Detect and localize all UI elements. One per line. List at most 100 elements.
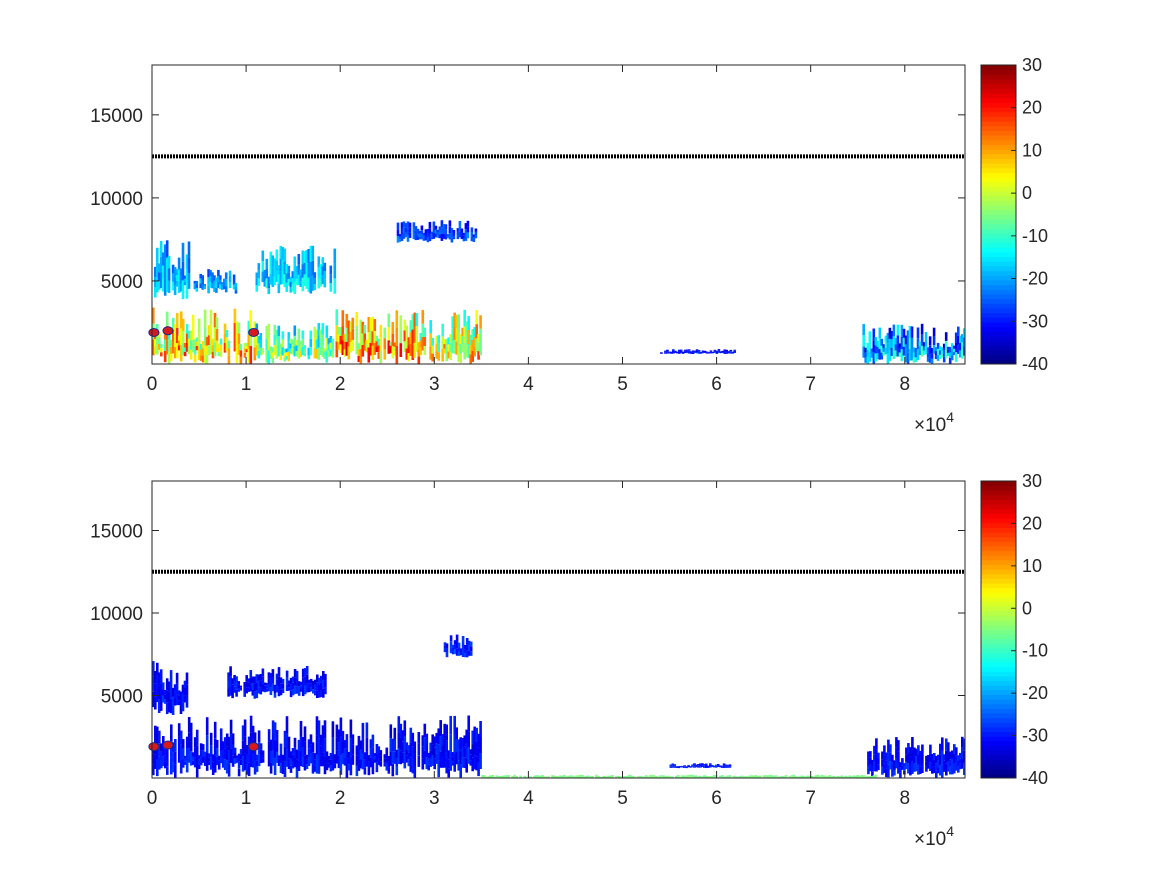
colorbar-step xyxy=(981,256,1016,262)
colorbar-tick-label: -30 xyxy=(1022,726,1048,746)
heat-cell xyxy=(295,339,299,346)
heat-cell xyxy=(322,688,325,698)
heat-cell xyxy=(959,758,962,764)
heat-cell xyxy=(828,776,832,778)
heat-cell xyxy=(487,776,490,778)
heat-cell xyxy=(729,351,733,353)
colorbar-step xyxy=(981,223,1016,230)
heat-cell xyxy=(402,227,406,233)
heat-cell xyxy=(396,222,400,230)
heat-cell xyxy=(924,332,928,340)
x-exponent-power: 4 xyxy=(946,409,954,425)
heat-cell xyxy=(440,220,444,228)
heat-cell xyxy=(195,284,199,289)
heat-cell xyxy=(691,764,694,766)
heat-cell xyxy=(477,762,480,777)
colorbar-frame xyxy=(980,64,1017,365)
heat-cell xyxy=(329,759,333,766)
heat-cell xyxy=(331,737,335,755)
colorbar-step xyxy=(981,481,1016,487)
heat-cell xyxy=(680,775,684,777)
heat-cell xyxy=(375,762,379,773)
heat-cell xyxy=(399,315,403,330)
heat-cell xyxy=(762,776,766,778)
heat-cell xyxy=(175,275,179,281)
heat-cell xyxy=(937,754,940,761)
heat-cell xyxy=(446,234,450,236)
heat-cell xyxy=(453,312,456,327)
colorbar-tick-label: 10 xyxy=(1022,556,1042,576)
heat-cell xyxy=(727,351,731,352)
heat-cell xyxy=(269,346,273,351)
heat-cell xyxy=(297,690,301,696)
heat-cell xyxy=(447,351,450,359)
heat-cell xyxy=(329,349,333,357)
heat-cell xyxy=(181,684,185,694)
heat-cell xyxy=(377,338,381,346)
heat-cell xyxy=(235,757,239,761)
heat-cell xyxy=(295,266,299,273)
heat-cell xyxy=(283,348,287,354)
heat-cell xyxy=(156,662,159,676)
heat-cell xyxy=(234,283,238,287)
heat-cell xyxy=(459,353,462,363)
heat-cell xyxy=(727,351,731,353)
heat-cell xyxy=(870,351,874,355)
heat-cell xyxy=(868,351,872,362)
heat-cell xyxy=(207,753,211,758)
heat-cell xyxy=(723,352,727,354)
heat-cell xyxy=(297,686,301,691)
heat-cell xyxy=(211,761,215,769)
colorbar-step xyxy=(981,97,1016,103)
heat-cell xyxy=(464,235,468,241)
heat-cell xyxy=(963,750,965,763)
heat-cell xyxy=(303,676,307,686)
heat-cell xyxy=(647,776,650,778)
heat-cell xyxy=(367,755,371,762)
heat-cell xyxy=(611,775,614,776)
heat-cell xyxy=(748,775,752,777)
heat-cell xyxy=(287,683,291,688)
heat-cell xyxy=(269,673,273,681)
heat-cell xyxy=(299,688,303,692)
heat-cell xyxy=(401,730,405,742)
heat-cell xyxy=(617,775,620,777)
heat-cell xyxy=(555,776,558,777)
heat-cell xyxy=(363,752,367,760)
heat-cell xyxy=(323,352,327,356)
heat-cell xyxy=(203,287,206,290)
heat-cell xyxy=(475,324,478,339)
heat-cell xyxy=(379,755,383,762)
heat-cell xyxy=(321,257,325,267)
heat-cell xyxy=(172,762,175,773)
heat-cell xyxy=(660,352,663,354)
heat-cell xyxy=(728,766,732,768)
heat-cell xyxy=(187,257,191,274)
heat-cell xyxy=(902,346,906,356)
heat-cell xyxy=(703,350,707,352)
heat-cell xyxy=(273,693,277,698)
heat-cell xyxy=(339,335,343,345)
y-tick-label: 15000 xyxy=(90,522,143,543)
heat-cell xyxy=(671,764,675,767)
heat-cell xyxy=(261,352,265,355)
heat-cell xyxy=(209,324,213,340)
heat-cell xyxy=(672,352,675,354)
heat-cell xyxy=(327,763,331,768)
heat-cell xyxy=(399,750,403,765)
heat-cell xyxy=(897,751,900,763)
heat-cell xyxy=(457,346,460,362)
heat-cell xyxy=(451,316,454,329)
heat-cell xyxy=(583,777,586,778)
heat-cell xyxy=(573,776,576,778)
heat-cell xyxy=(893,765,896,771)
heat-cell xyxy=(160,743,163,752)
heat-cell xyxy=(463,735,466,747)
heat-cell xyxy=(295,749,299,759)
heat-cell xyxy=(414,235,418,241)
heat-cell xyxy=(417,342,421,350)
heat-cell xyxy=(407,759,411,767)
heat-cell xyxy=(501,775,504,777)
heat-cell xyxy=(289,758,293,766)
heat-cell xyxy=(395,758,399,767)
